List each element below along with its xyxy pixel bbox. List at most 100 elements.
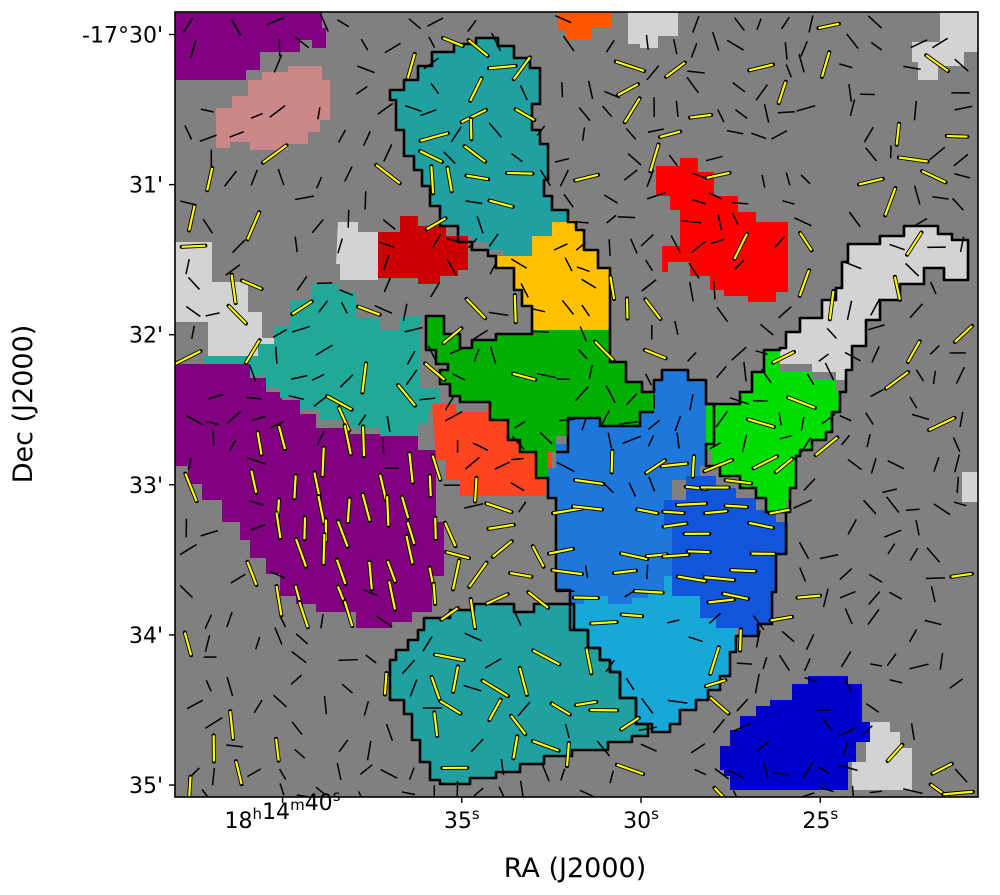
- vector-yellow: [438, 699, 463, 716]
- vector-black: [251, 415, 266, 422]
- vector-black: [955, 366, 966, 384]
- vector-black: [913, 217, 928, 227]
- y-tick-label: 31': [129, 174, 163, 199]
- vector-black: [211, 767, 216, 786]
- vector-yellow: [892, 274, 902, 302]
- vector-yellow: [905, 339, 922, 364]
- vector-black: [536, 125, 546, 136]
- vector-black: [803, 478, 816, 491]
- vector-black: [755, 350, 769, 356]
- vector-black: [799, 567, 807, 582]
- vector-black: [821, 413, 836, 425]
- vector-yellow: [205, 165, 215, 193]
- vector-black: [275, 346, 278, 364]
- vector-black: [867, 15, 883, 29]
- vector-yellow: [424, 216, 448, 232]
- vector-yellow: [404, 533, 415, 566]
- vector-black: [606, 214, 617, 224]
- gray-region-arm: [780, 226, 968, 380]
- vector-black: [903, 65, 921, 71]
- vector-black: [933, 503, 951, 516]
- vector-yellow: [509, 713, 528, 737]
- vector-yellow: [334, 557, 348, 586]
- vector-black: [423, 57, 440, 70]
- vector-yellow: [896, 155, 930, 164]
- vector-yellow: [920, 169, 948, 185]
- vector-yellow: [459, 107, 489, 125]
- vector-yellow: [396, 382, 418, 408]
- vector-black: [205, 680, 212, 692]
- vector-black: [785, 64, 793, 78]
- vector-black: [647, 435, 655, 447]
- vector-yellow: [427, 473, 433, 499]
- vector-black: [688, 262, 700, 279]
- vector-black: [229, 131, 244, 138]
- vector-black: [603, 194, 618, 204]
- vector-black: [668, 154, 678, 167]
- vector-black: [729, 397, 749, 405]
- vector-black: [489, 262, 497, 275]
- vector-black: [296, 275, 308, 291]
- vector-black: [449, 347, 463, 355]
- vector-black: [870, 298, 881, 316]
- vector-black: [803, 658, 811, 672]
- vector-black: [846, 300, 853, 320]
- vector-black: [581, 127, 586, 141]
- vector-black: [911, 413, 930, 421]
- vector-black: [383, 277, 392, 293]
- vector-black: [228, 439, 237, 452]
- vector-black: [587, 80, 594, 100]
- vector-black: [713, 280, 716, 300]
- vector-black: [949, 678, 963, 689]
- gray-patch-right-edge: [962, 472, 978, 502]
- vector-yellow: [619, 612, 645, 619]
- vector-yellow: [614, 762, 646, 777]
- vector-black: [844, 351, 861, 362]
- vector-black: [667, 699, 688, 704]
- vector-black: [316, 282, 333, 285]
- vector-yellow: [661, 521, 689, 529]
- vector-black: [715, 410, 729, 428]
- vector-black: [577, 349, 588, 360]
- vector-yellow: [342, 423, 353, 457]
- vector-black: [288, 394, 305, 401]
- vector-black: [627, 153, 642, 166]
- vector-black: [690, 743, 706, 754]
- vector-black: [882, 488, 898, 494]
- vector-black: [605, 39, 615, 53]
- vector-black: [623, 169, 638, 181]
- vector-black: [691, 240, 707, 253]
- orange-region-top: [558, 12, 612, 40]
- vector-black: [182, 17, 194, 34]
- vector-yellow: [574, 699, 599, 708]
- vector-black: [456, 780, 459, 797]
- orangered-region: [432, 402, 552, 496]
- vector-yellow: [704, 170, 732, 180]
- vector-black: [315, 344, 333, 356]
- vector-yellow: [374, 163, 402, 186]
- vector-black: [929, 281, 937, 295]
- vector-black: [406, 350, 416, 365]
- vector-yellow: [464, 296, 488, 321]
- vector-yellow: [274, 510, 283, 541]
- vector-black: [511, 457, 524, 461]
- vector-black: [887, 543, 896, 555]
- vector-yellow: [466, 38, 490, 58]
- vector-black: [463, 684, 482, 692]
- vector-black: [408, 767, 415, 780]
- x-tick-label: 25s: [802, 805, 838, 834]
- vector-yellow: [490, 539, 514, 559]
- vector-black: [514, 420, 526, 429]
- vector-black: [247, 768, 262, 778]
- vector-black: [760, 368, 772, 384]
- vector-black: [601, 410, 610, 426]
- vector-black: [951, 197, 964, 211]
- vector-black: [705, 155, 723, 162]
- vector-black: [689, 394, 694, 411]
- vector-black: [692, 15, 700, 33]
- vector-black: [511, 435, 525, 450]
- vector-yellow: [721, 591, 750, 601]
- vector-yellow: [229, 272, 238, 306]
- vector-black: [427, 345, 437, 363]
